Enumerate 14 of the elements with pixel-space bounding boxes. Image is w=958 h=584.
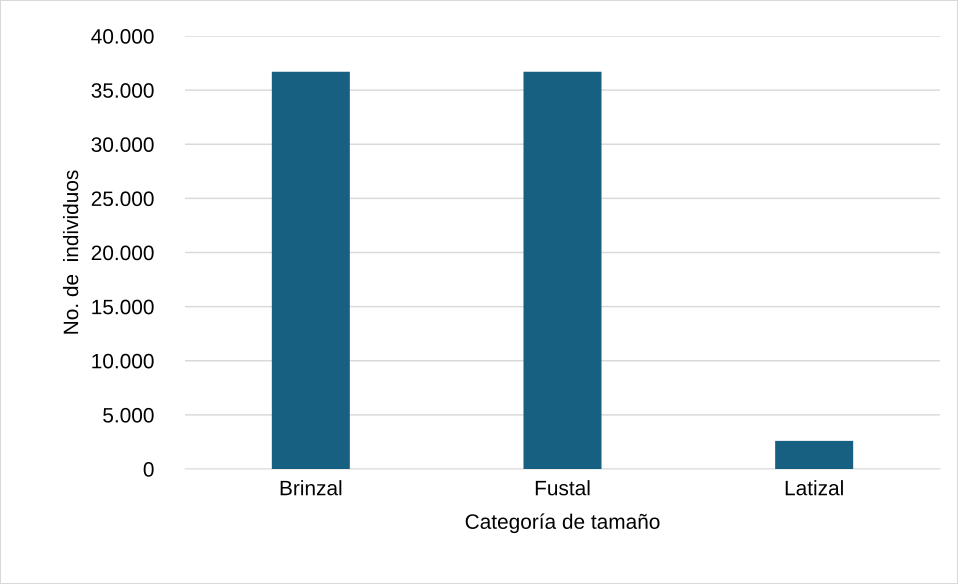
y-tick-label: 40.000 [91, 29, 154, 44]
x-tick-label: Brinzal [280, 480, 342, 496]
y-tick-label: 0 [144, 462, 154, 477]
y-tick-label: 10.000 [92, 354, 154, 369]
x-tick-label: Fustal [536, 480, 590, 496]
y-tick-label: 20.000 [92, 246, 154, 260]
y-axis-title: No. de individuos [62, 170, 78, 334]
y-tick-label: 15.000 [92, 300, 154, 314]
y-tick-label: 30.000 [92, 137, 154, 152]
y-tick-label: 35.000 [92, 83, 154, 98]
x-axis-title: Categoría de tamaño [466, 513, 660, 534]
y-tick-label: 5.000 [103, 408, 154, 423]
y-tick-label: 25.000 [92, 191, 154, 206]
x-tick-label: Latizal [786, 480, 843, 496]
